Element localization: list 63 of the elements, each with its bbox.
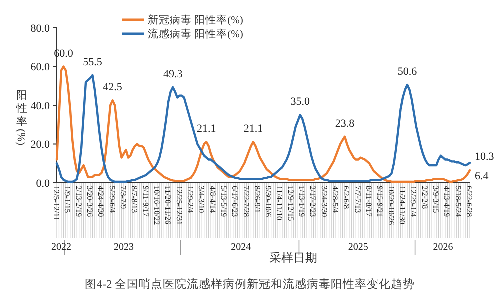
x-axis-title: 采样日期 [270, 251, 318, 265]
y-tick-label: 60.0 [30, 62, 50, 74]
x-tick-label: 4/24-4/30 [96, 186, 106, 218]
y-tick-label: 40.0 [30, 100, 50, 112]
x-tick-label: 3/20-3/26 [85, 186, 94, 218]
x-tick-label: 4/8-4/14 [208, 186, 218, 214]
x-tick-label: 11/20-11/26 [164, 186, 173, 225]
y-tick-label: 80.0 [30, 22, 50, 35]
x-tick-label: 10/16-10/22 [152, 186, 162, 226]
text: 图4-2 全国哨点医院流感样病例新冠和流感病毒阳性率变化趋势 [84, 277, 416, 291]
x-tick-label: 12/9-12/15 [286, 186, 296, 222]
x-tick-label: 7/3-7/9 [118, 186, 128, 210]
data-label: 35.0 [290, 96, 310, 108]
x-tick-label: 1/13-1/19 [298, 186, 307, 218]
data-label: 23.8 [335, 118, 356, 130]
x-tick-label: 4/13-4/19 [442, 186, 452, 218]
x-tick-label: 7/7-7/13 [353, 186, 362, 214]
y-tick-label: 20.0 [30, 139, 50, 152]
data-label: 50.6 [398, 66, 418, 78]
legend-label: 新冠病毒 阳性率(%) [148, 14, 244, 27]
x-tick-label: 6/2-6/8 [342, 186, 352, 210]
x-tick-label: 2/17-2/23 [308, 186, 318, 218]
legend-label: 流感病毒 阳性率(%) [148, 28, 244, 41]
text: 2025 [348, 242, 368, 253]
x-tick-label: 9/11-9/17 [141, 186, 150, 217]
x-tick-label: 3/9-3/15 [432, 186, 441, 214]
x-tick-label: 12/25-12/31 [174, 186, 184, 226]
x-tick-label: 8/7-8/13 [130, 186, 140, 214]
x-tick-label: 11/24-11/30 [398, 186, 408, 225]
x-tick-label: 7/22-7/28 [242, 186, 251, 218]
x-tick-label: 2/13-2/19 [74, 186, 84, 218]
x-tick-label: 6/17-6/23 [230, 186, 240, 218]
x-tick-label: 3/24-3/30 [320, 186, 329, 218]
text: 2024 [231, 242, 252, 253]
x-tick-label: 12/29-1/4 [409, 186, 418, 218]
data-label: 6.4 [475, 170, 490, 183]
x-tick-label: 8/11-8/17 [364, 186, 374, 217]
x-tick-label: 9/15-9/21 [376, 186, 385, 218]
x-tick-label: 3/4-3/10 [197, 186, 206, 214]
data-label: 55.5 [83, 56, 103, 68]
x-tick-label: 10/20-10/26 [386, 186, 396, 226]
data-label: 21.1 [244, 123, 264, 136]
x-tick-label: 5/18-5/24 [454, 186, 463, 218]
text: 2022 [51, 242, 72, 253]
x-tick-label: 11/4-11/10 [275, 186, 284, 221]
x-tick-label: 2/2-2/8 [420, 186, 430, 210]
text: 2026 [433, 242, 454, 253]
data-label: 49.3 [163, 68, 184, 80]
x-tick-label: 9/30-10/6 [264, 186, 274, 218]
x-tick-label: 8/26-9/1 [252, 186, 262, 214]
x-tick-label: 1/29-2/4 [186, 186, 195, 214]
x-tick-label: 4/28-5/4 [331, 186, 340, 214]
text: 2023 [114, 242, 134, 253]
x-tick-label: 5/13-5/19 [219, 186, 228, 218]
y-tick-label: 0.0 [36, 178, 50, 190]
data-label: 10.3 [475, 151, 495, 164]
data-label: 21.1 [196, 123, 216, 136]
y-axis-title: 阳性率(%) [15, 90, 28, 146]
x-tick-label: 12/5-12/11 [52, 186, 61, 221]
data-label: 42.5 [103, 82, 123, 94]
x-tick-label: 1/9-1/15 [63, 186, 72, 214]
x-tick-label: 5/29-6/4 [108, 186, 117, 214]
x-tick-label: 6/22-6/28 [465, 186, 474, 218]
